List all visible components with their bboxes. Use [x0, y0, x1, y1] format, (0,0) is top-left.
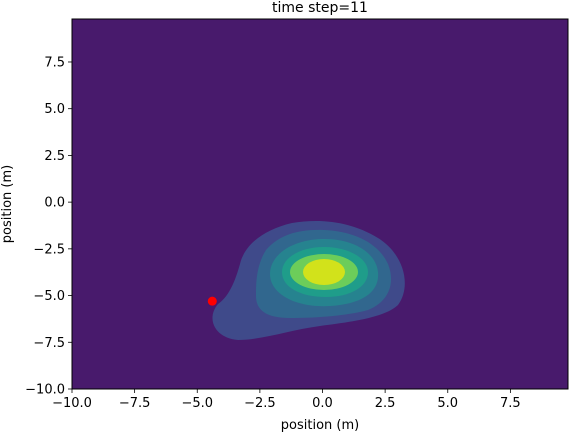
x-tick-label: 2.5: [375, 396, 396, 411]
x-axis: −10.0 −7.5 −5.0 −2.5 0.0 2.5 5.0 7.5: [52, 389, 521, 411]
x-tick-label: 5.0: [437, 396, 458, 411]
position-marker-point: [207, 296, 217, 306]
y-tick-label: −7.5: [33, 336, 65, 351]
x-axis-label: position (m): [281, 418, 359, 433]
y-axis-label: position (m): [0, 165, 15, 243]
y-axis: −10.0 −7.5 −5.0 −2.5 0.0 2.5 5.0 7.5: [25, 55, 72, 398]
x-tick-label: −7.5: [119, 396, 151, 411]
y-tick-label: −10.0: [25, 383, 65, 398]
contour-level-6: [303, 259, 345, 285]
x-tick-label: −5.0: [181, 396, 213, 411]
x-tick-label: −10.0: [52, 396, 92, 411]
plot-background: [72, 19, 568, 389]
x-tick-label: 0.0: [312, 396, 333, 411]
y-tick-label: 0.0: [44, 196, 65, 211]
x-tick-label: −2.5: [244, 396, 276, 411]
y-tick-label: 5.0: [44, 102, 65, 117]
x-tick-label: 7.5: [500, 396, 521, 411]
density-contours: [212, 220, 405, 340]
plot-frame: [71, 18, 569, 390]
y-tick-label: 2.5: [44, 149, 65, 164]
y-tick-label: −5.0: [33, 289, 65, 304]
y-tick-label: −2.5: [33, 242, 65, 257]
y-tick-label: 7.5: [44, 55, 65, 70]
chart-title: time step=11: [272, 0, 368, 16]
